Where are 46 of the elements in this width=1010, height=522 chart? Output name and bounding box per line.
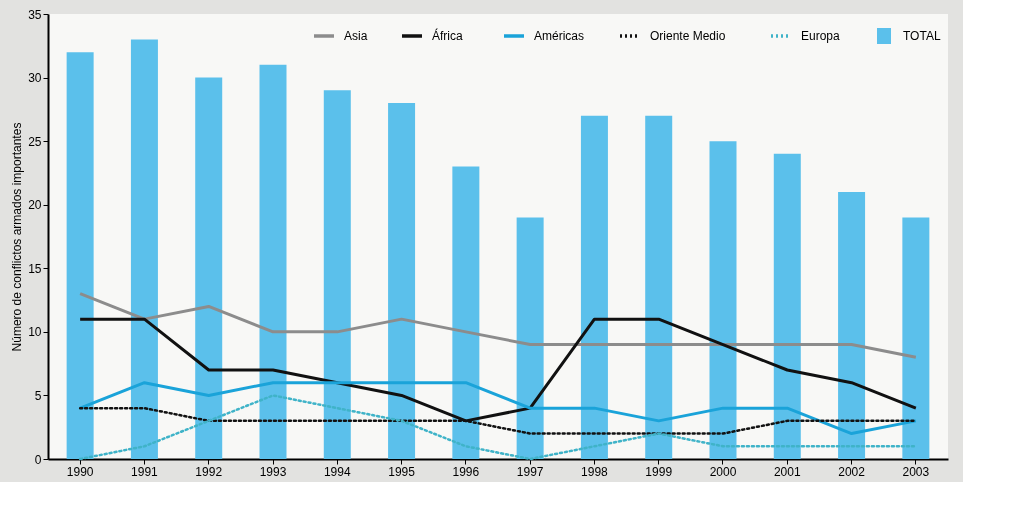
legend-label: Américas [534, 29, 585, 43]
x-tick-label: 1990 [66, 464, 94, 479]
bar [709, 141, 737, 459]
bar [130, 39, 158, 459]
x-tick-label: 1998 [581, 464, 609, 479]
y-tick-label: 10 [28, 325, 42, 340]
x-tick-label: 2000 [709, 464, 737, 479]
x-tick-label: 2001 [773, 464, 801, 479]
bar [452, 166, 480, 459]
legend-label: TOTAL [903, 29, 941, 43]
bar [388, 103, 416, 459]
y-tick-label: 15 [28, 261, 42, 276]
x-tick-label: 1993 [259, 464, 287, 479]
x-tick-label: 2002 [838, 464, 866, 479]
bar [323, 90, 351, 459]
bar [838, 192, 866, 459]
x-tick-label: 1995 [388, 464, 416, 479]
legend-label: Oriente Medio [650, 29, 726, 43]
legend-label: Asia [344, 29, 368, 43]
line-series [78, 292, 918, 359]
bar [66, 52, 94, 459]
y-tick-label: 20 [28, 198, 42, 213]
y-tick-label: 25 [28, 134, 42, 149]
bar [580, 115, 608, 459]
y-tick-label: 35 [28, 7, 42, 22]
x-tick-label: 1997 [516, 464, 544, 479]
x-tick-label: 1996 [452, 464, 480, 479]
bar [516, 217, 544, 459]
y-axis-title: Número de conflictos armados importantes [10, 122, 25, 352]
line-series [78, 394, 918, 461]
x-tick-label: 1992 [195, 464, 223, 479]
line-series [78, 381, 918, 436]
bar [195, 77, 223, 459]
bar [902, 217, 930, 459]
bar [259, 64, 287, 459]
y-tick-label: 0 [34, 452, 42, 467]
x-tick-label: 2003 [902, 464, 930, 479]
legend-label: África [432, 28, 463, 43]
bar [773, 153, 801, 459]
bar [645, 115, 673, 459]
y-tick-label: 30 [28, 71, 42, 86]
y-tick-label: 5 [34, 388, 42, 403]
x-tick-label: 1999 [645, 464, 673, 479]
x-tick-label: 1991 [131, 464, 159, 479]
legend-label: Europa [801, 29, 841, 43]
x-tick-label: 1994 [323, 464, 351, 479]
